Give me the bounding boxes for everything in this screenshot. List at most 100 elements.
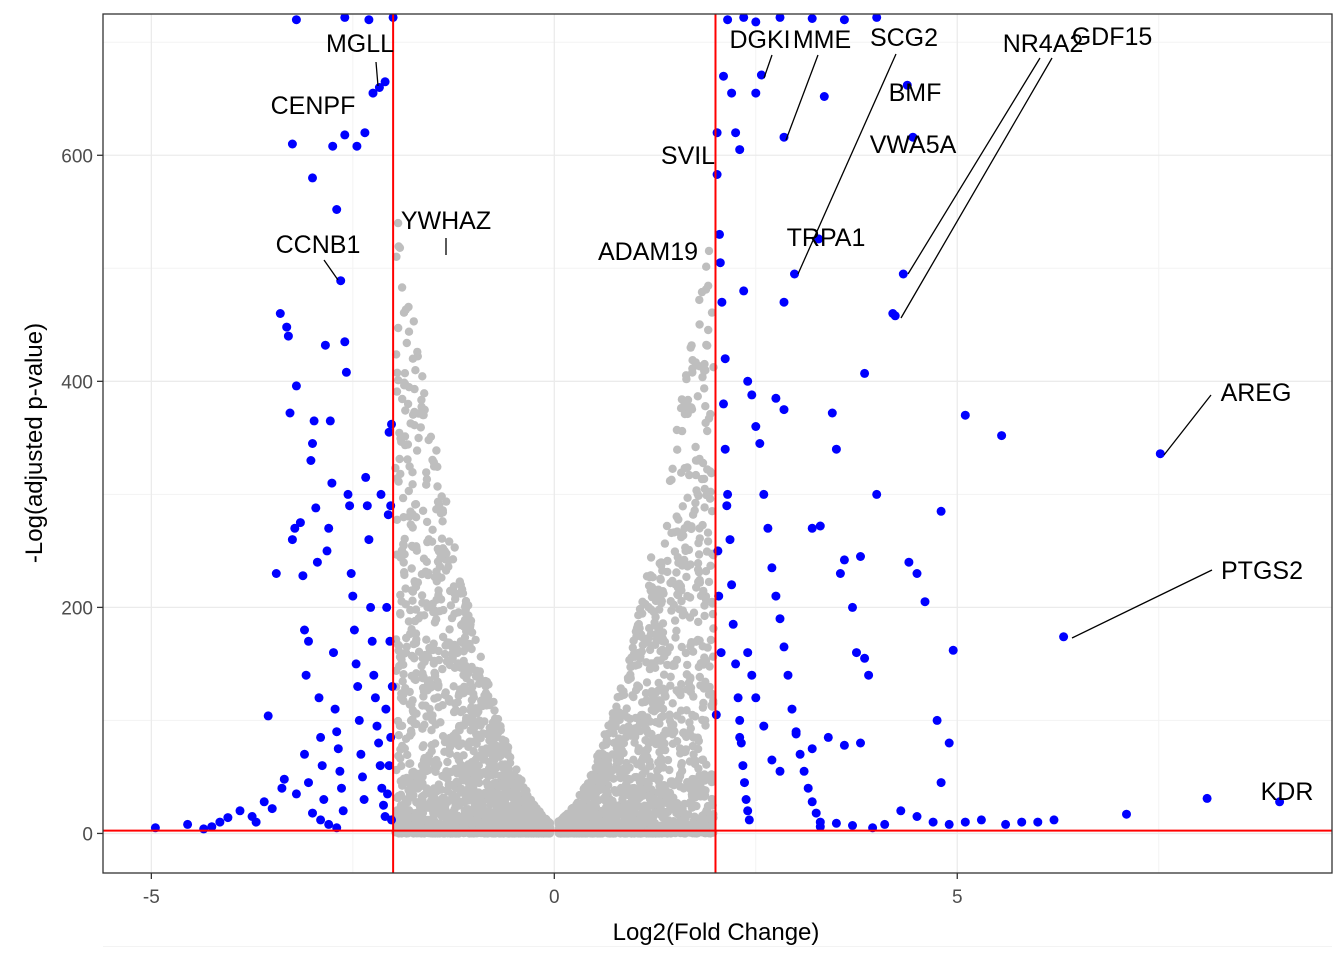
nonsignificant-point: [659, 589, 668, 598]
nonsignificant-point: [477, 700, 486, 710]
nonsignificant-point: [406, 793, 415, 802]
nonsignificant-point: [682, 670, 692, 679]
nonsignificant-point: [700, 384, 709, 393]
gene-label-ptgs2: PTGS2: [1221, 557, 1303, 585]
nonsignificant-point: [424, 800, 434, 809]
significant-point: [282, 322, 292, 332]
nonsignificant-point: [661, 789, 671, 798]
nonsignificant-point: [673, 799, 682, 808]
significant-point: [739, 286, 749, 296]
nonsignificant-point: [429, 641, 438, 650]
significant-point: [375, 761, 385, 771]
significant-point: [727, 88, 737, 98]
nonsignificant-point: [677, 680, 686, 689]
nonsignificant-point: [625, 655, 634, 665]
nonsignificant-point: [471, 635, 480, 645]
significant-point: [720, 354, 730, 364]
nonsignificant-point: [436, 595, 446, 604]
significant-point: [384, 427, 394, 437]
significant-point: [383, 510, 393, 520]
nonsignificant-point: [393, 218, 403, 228]
nonsignificant-point: [655, 747, 664, 757]
nonsignificant-point: [700, 611, 709, 621]
nonsignificant-point: [489, 779, 498, 788]
significant-point: [928, 817, 938, 827]
nonsignificant-point: [482, 778, 491, 787]
significant-point: [384, 761, 394, 771]
nonsignificant-point: [392, 387, 402, 396]
nonsignificant-point: [670, 616, 680, 625]
nonsignificant-point: [399, 774, 408, 783]
nonsignificant-point: [682, 706, 691, 715]
nonsignificant-point: [395, 454, 404, 464]
nonsignificant-point: [660, 539, 670, 548]
nonsignificant-point: [661, 692, 670, 701]
nonsignificant-point: [638, 698, 647, 707]
nonsignificant-point: [662, 729, 672, 738]
significant-point: [235, 806, 245, 816]
nonsignificant-point: [474, 671, 484, 680]
nonsignificant-point: [418, 796, 427, 805]
nonsignificant-point: [610, 786, 619, 795]
significant-point: [308, 173, 317, 183]
nonsignificant-point: [469, 738, 478, 747]
significant-point: [864, 670, 874, 680]
significant-point: [815, 822, 825, 832]
nonsignificant-point: [428, 716, 437, 725]
gene-label-gdf15: GDF15: [1072, 23, 1153, 51]
nonsignificant-point: [695, 575, 704, 585]
nonsignificant-point: [656, 575, 665, 584]
gene-label-scg2: SCG2: [870, 24, 938, 52]
nonsignificant-point: [681, 546, 690, 556]
nonsignificant-point: [706, 409, 715, 419]
significant-point: [277, 783, 287, 793]
nonsignificant-point: [430, 694, 439, 703]
nonsignificant-point: [404, 806, 414, 815]
nonsignificant-point: [435, 562, 445, 571]
nonsignificant-point: [648, 589, 657, 598]
significant-point: [215, 817, 225, 827]
y-axis-title: -Log(adjusted p-value): [21, 323, 48, 563]
nonsignificant-point: [448, 790, 457, 800]
nonsignificant-point: [641, 811, 650, 821]
significant-point: [723, 489, 733, 499]
significant-point: [807, 744, 817, 754]
nonsignificant-point: [440, 690, 450, 700]
nonsignificant-point: [683, 660, 692, 670]
significant-point: [340, 337, 350, 347]
significant-point: [354, 715, 364, 725]
nonsignificant-point: [701, 721, 710, 730]
significant-point: [719, 71, 728, 81]
gene-label-segment: [763, 54, 773, 79]
nonsignificant-point: [634, 744, 643, 753]
significant-point: [340, 14, 350, 22]
nonsignificant-point: [400, 369, 410, 378]
significant-point: [361, 472, 371, 482]
nonsignificant-point: [696, 681, 705, 690]
significant-point: [275, 309, 285, 318]
significant-point: [944, 738, 954, 748]
significant-point: [308, 439, 317, 448]
significant-point: [751, 693, 761, 703]
plot-panel-border: [102, 13, 1333, 874]
nonsignificant-point: [420, 753, 429, 763]
nonsignificant-point: [412, 544, 421, 553]
significant-point: [333, 744, 343, 754]
nonsignificant-point: [705, 772, 715, 781]
nonsignificant-point: [647, 687, 656, 696]
significant-point: [807, 14, 817, 23]
nonsignificant-point: [432, 762, 441, 772]
significant-point: [329, 648, 338, 658]
gene-label-segment: [907, 57, 1041, 275]
significant-point: [298, 571, 308, 581]
significant-point: [1049, 815, 1059, 825]
gene-label-dgki: DGKI: [729, 26, 790, 54]
nonsignificant-point: [467, 703, 476, 712]
nonsignificant-point: [646, 761, 655, 771]
nonsignificant-point: [695, 295, 704, 305]
nonsignificant-point: [685, 718, 694, 727]
nonsignificant-point: [457, 761, 466, 770]
nonsignificant-point: [704, 325, 713, 335]
nonsignificant-point: [501, 742, 510, 752]
